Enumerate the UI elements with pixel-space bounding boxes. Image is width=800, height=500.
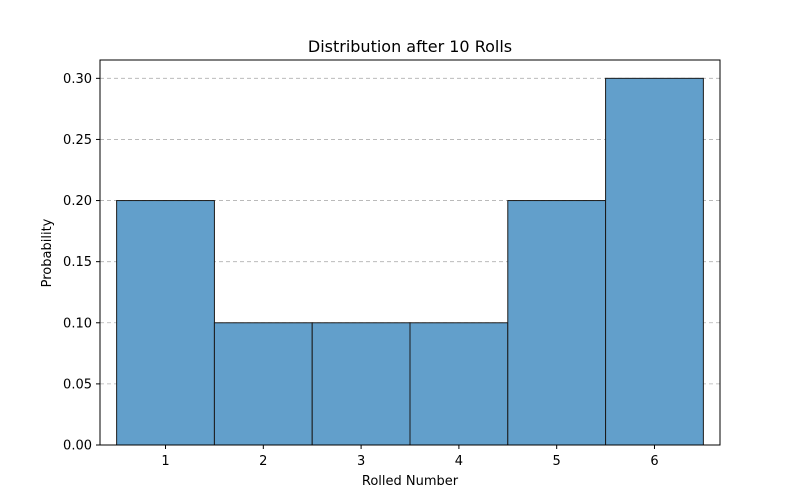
y-tick-label: 0.20 [63,194,92,209]
x-tick-label: 3 [357,454,365,469]
plot-frame [99,59,721,446]
bar-1 [116,200,215,446]
bar-5 [507,200,607,446]
x-tick-label: 6 [650,454,658,469]
y-tick-label: 0.00 [63,439,92,454]
x-tick-label: 5 [553,454,561,469]
y-tick-label: 0.10 [63,316,92,331]
chart-title: Distribution after 10 Rolls [308,37,512,56]
bar-4 [409,322,509,446]
bar-6 [605,77,704,446]
x-tick-label: 1 [161,454,169,469]
x-tick-label: 4 [455,454,463,469]
bar-2 [213,322,313,446]
y-axis: 0.00 0.05 0.10 0.15 0.20 0.25 0.30 [63,72,100,454]
x-axis-label: Rolled Number [362,474,459,489]
y-tick-label: 0.15 [63,255,92,270]
x-axis: 1 2 3 4 5 6 [161,445,659,469]
bars-layer [116,77,704,446]
bar-3 [311,322,411,446]
y-tick-label: 0.05 [63,377,92,392]
y-tick-label: 0.30 [63,72,92,87]
y-axis-label: Probability [40,218,55,287]
y-tick-label: 0.25 [63,133,92,148]
x-tick-label: 2 [259,454,267,469]
